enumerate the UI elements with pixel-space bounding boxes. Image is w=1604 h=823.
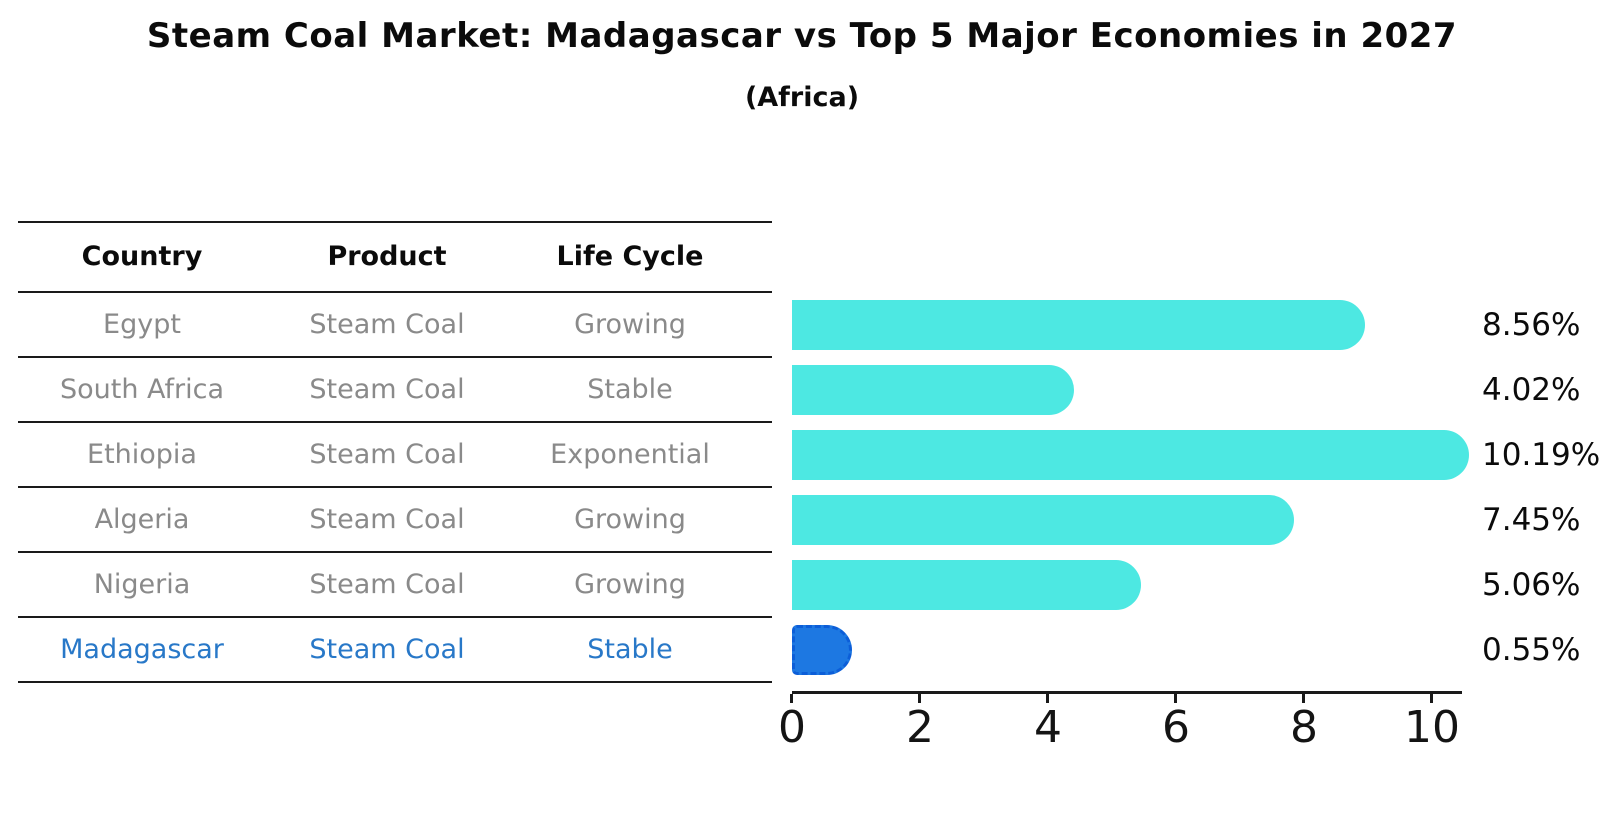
bar-algeria — [792, 495, 1294, 545]
cell-country: Algeria — [94, 504, 190, 535]
table-line — [18, 356, 772, 358]
value-label-nigeria: 5.06% — [1482, 567, 1581, 603]
table-line — [18, 616, 772, 618]
chart-subtitle: (Africa) — [744, 82, 860, 113]
cell-country: Nigeria — [93, 569, 191, 600]
column-header-product: Product — [327, 241, 447, 272]
cell-life-cycle: Exponential — [550, 439, 710, 470]
x-axis-tick — [918, 694, 921, 703]
x-axis-tick — [1302, 694, 1305, 703]
bar-ethiopia — [792, 430, 1470, 480]
table-row-ethiopia: Ethiopia Steam Coal Exponential — [18, 422, 772, 487]
value-label-algeria: 7.45% — [1482, 502, 1581, 538]
cell-product: Steam Coal — [309, 374, 465, 405]
bar-south-africa — [792, 365, 1075, 415]
table-row-nigeria: Nigeria Steam Coal Growing — [18, 552, 772, 617]
column-header-life-cycle: Life Cycle — [556, 241, 704, 272]
x-axis-tick-label: 10 — [1404, 702, 1460, 753]
x-axis-tick-label: 6 — [1162, 702, 1190, 753]
cell-product: Steam Coal — [309, 439, 465, 470]
bar-nigeria — [792, 560, 1141, 610]
x-axis-line — [792, 691, 1462, 694]
table-line — [18, 421, 772, 423]
cell-country: South Africa — [59, 374, 225, 405]
value-label-madagascar: 0.55% — [1482, 632, 1581, 668]
table-row-egypt: Egypt Steam Coal Growing — [18, 292, 772, 357]
column-header-country: Country — [81, 241, 203, 272]
cell-life-cycle: Growing — [574, 309, 686, 340]
table-row-south-africa: South Africa Steam Coal Stable — [18, 357, 772, 422]
cell-product: Steam Coal — [309, 504, 465, 535]
x-axis-tick — [790, 694, 793, 703]
x-axis-tick-label: 0 — [778, 702, 806, 753]
table-header-row: Country Product Life Cycle — [18, 222, 772, 291]
cell-product: Steam Coal — [309, 634, 465, 665]
cell-country: Madagascar — [60, 634, 224, 665]
x-axis-tick — [1046, 694, 1049, 703]
value-label-egypt: 8.56% — [1482, 307, 1581, 343]
x-axis-tick — [1430, 694, 1433, 703]
table-line — [18, 291, 772, 293]
value-label-south-africa: 4.02% — [1482, 372, 1581, 408]
x-axis-tick-label: 8 — [1290, 702, 1318, 753]
table-line — [18, 551, 772, 553]
bar-egypt — [792, 300, 1365, 350]
table-row-madagascar: Madagascar Steam Coal Stable — [18, 617, 772, 682]
cell-life-cycle: Stable — [587, 634, 673, 665]
cell-life-cycle: Growing — [574, 504, 686, 535]
cell-life-cycle: Growing — [574, 569, 686, 600]
x-axis-tick-label: 4 — [1034, 702, 1062, 753]
table-row-algeria: Algeria Steam Coal Growing — [18, 487, 772, 552]
x-axis-tick-label: 2 — [906, 702, 934, 753]
cell-country: Egypt — [103, 309, 181, 340]
x-axis-tick — [1174, 694, 1177, 703]
chart-title: Steam Coal Market: Madagascar vs Top 5 M… — [146, 16, 1458, 56]
table-line — [18, 486, 772, 488]
cell-product: Steam Coal — [309, 309, 465, 340]
value-label-ethiopia: 10.19% — [1482, 437, 1601, 473]
table-line — [18, 681, 772, 683]
cell-country: Ethiopia — [87, 439, 197, 470]
cell-product: Steam Coal — [309, 569, 465, 600]
table-line — [18, 221, 772, 223]
bar-madagascar-highlighted — [792, 625, 853, 675]
cell-life-cycle: Stable — [587, 374, 673, 405]
